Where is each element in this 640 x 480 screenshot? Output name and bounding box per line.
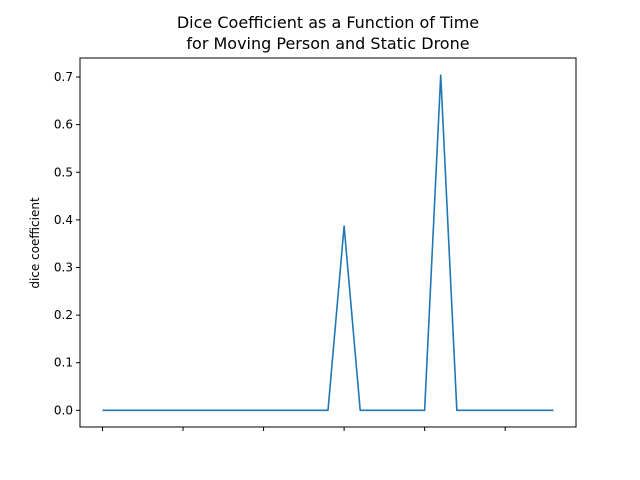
y-tick-label: 0.6 (54, 118, 73, 132)
y-tick-label: 0.7 (54, 70, 73, 84)
y-axis: 0.0 0.1 0.2 0.3 0.4 0.5 0.6 0.7 (54, 70, 80, 417)
series-line (102, 74, 554, 412)
y-tick-label: 0.0 (54, 403, 73, 417)
y-axis-label: dice coefficient (28, 197, 42, 289)
y-tick-label: 0.4 (54, 213, 73, 227)
y-tick-label: 0.1 (54, 356, 73, 370)
y-tick-label: 0.5 (54, 165, 73, 179)
plot-area (79, 57, 577, 428)
chart-title-line-2: for Moving Person and Static Drone (186, 34, 469, 53)
x-axis (102, 427, 506, 431)
y-tick-label: 0.3 (54, 260, 73, 274)
chart-title-line-1: Dice Coefficient as a Function of Time (177, 13, 479, 32)
y-tick-label: 0.2 (54, 308, 73, 322)
series-layer (102, 74, 554, 412)
